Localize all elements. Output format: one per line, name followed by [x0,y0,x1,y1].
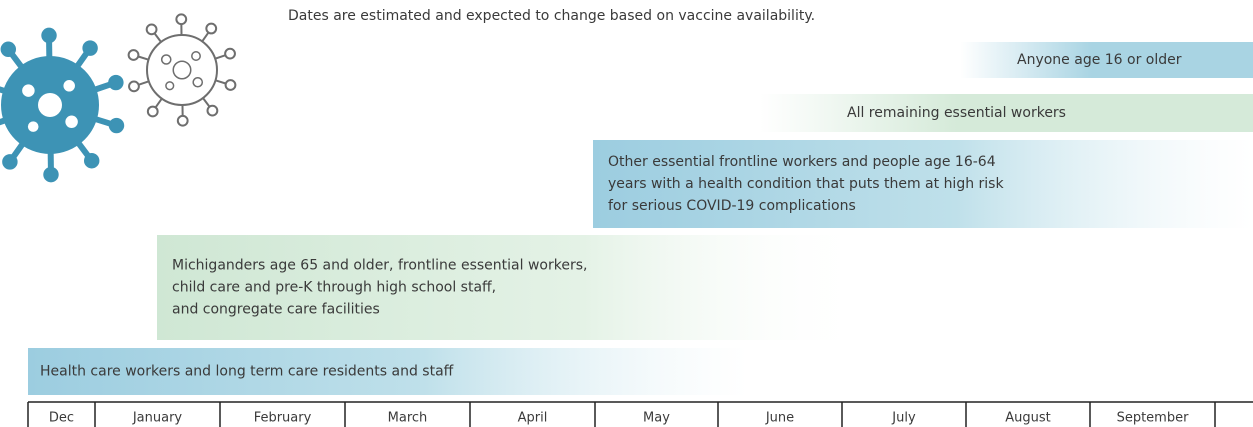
virus-tip [176,14,186,24]
phase-label: and congregate care facilities [172,302,380,318]
month-label: January [132,411,183,426]
virus-tip [44,168,57,181]
phase-label: years with a health condition that puts … [608,176,1004,192]
virus-tip [208,106,218,116]
phase-label: Other essential frontline workers and pe… [608,154,996,170]
month-label: August [1005,411,1051,426]
virus-tip [129,81,139,91]
virus-tip [178,116,188,126]
month-label: July [891,411,916,426]
month-label: June [765,411,794,426]
virus-dot [166,82,174,90]
month-label: Dec [49,411,74,426]
virus-tip [83,41,96,54]
virus-icon [129,14,236,125]
virus-tip [3,155,16,168]
virus-tip [110,119,123,132]
month-label: March [388,411,428,426]
virus-dot [28,121,39,132]
virus-dot [162,55,171,64]
virus-dot [63,80,75,92]
note: Dates are estimated and expected to chan… [288,8,815,24]
month-label: September [1117,411,1190,426]
virus-dot [173,61,191,79]
virus-dot [38,93,62,117]
virus-tip [109,76,122,89]
phase-label: All remaining essential workers [847,105,1066,121]
virus-tip [129,50,139,60]
virus-dot [192,52,200,60]
virus-dot [22,84,34,96]
virus-icon [0,29,123,182]
virus-tip [42,29,55,42]
virus-tip [225,49,235,59]
virus-tip [226,80,236,90]
virus-tip [2,43,15,56]
virus-tip [206,24,216,34]
timeline-graphic: Dates are estimated and expected to chan… [0,0,1253,427]
virus-dot [65,116,77,128]
phase-label: Michiganders age 65 and older, frontline… [172,258,587,274]
month-label: April [518,411,548,426]
virus-tip [85,154,98,167]
phase-label: Health care workers and long term care r… [40,364,454,380]
month-label: February [254,411,312,426]
virus-tip [147,24,157,34]
virus-dot [193,78,202,87]
phase-label: Anyone age 16 or older [1017,52,1182,68]
phase-label: for serious COVID-19 complications [608,198,856,214]
phase-label: child care and pre-K through high school… [172,280,496,296]
month-label: May [643,411,670,426]
virus-tip [148,107,158,117]
